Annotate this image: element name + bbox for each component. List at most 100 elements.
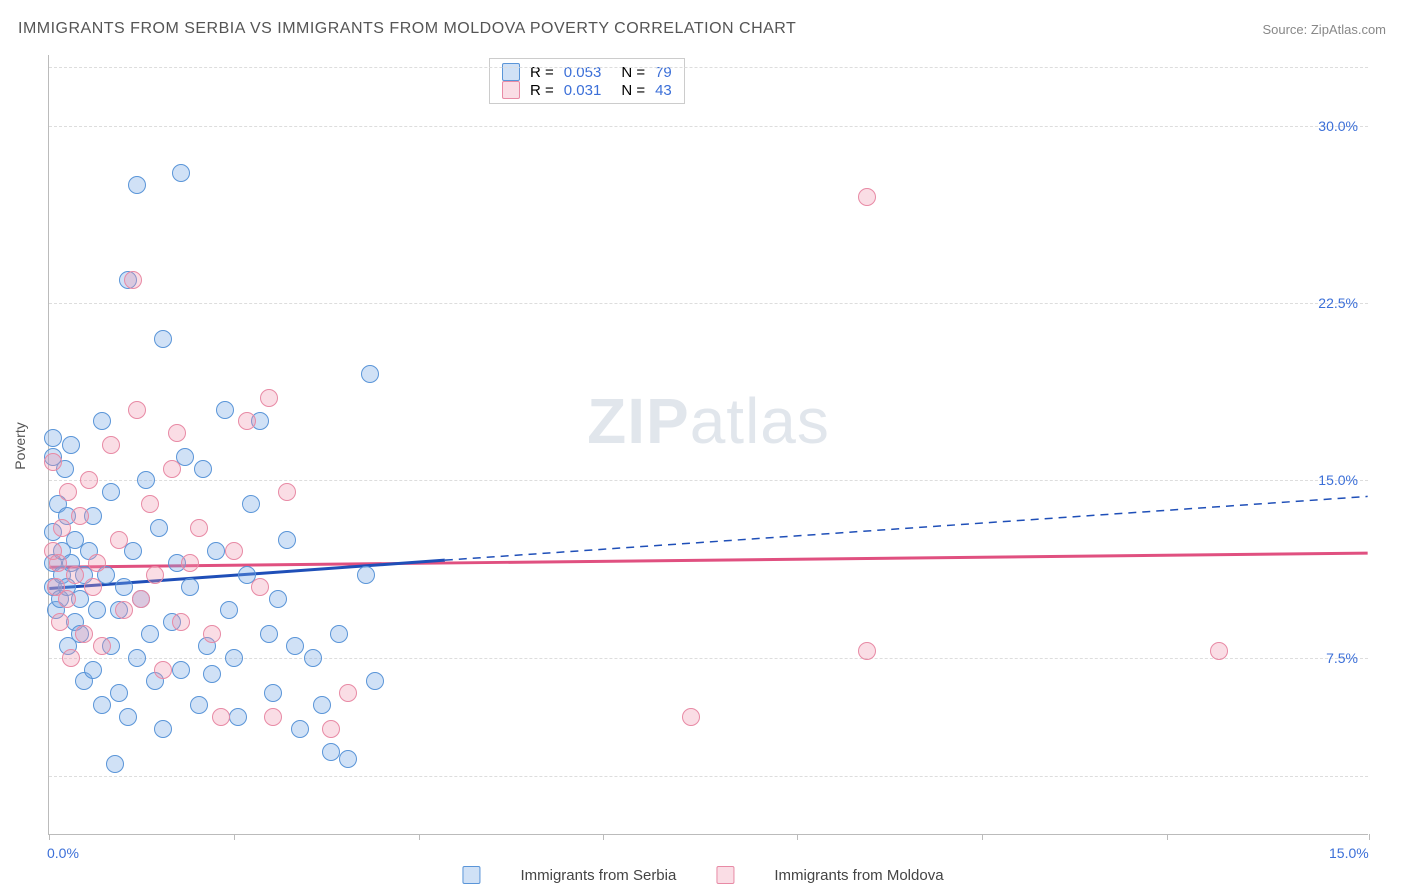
data-point [106,755,124,773]
data-point [172,661,190,679]
x-tick-label: 0.0% [47,845,79,861]
data-point [858,642,876,660]
legend-row-moldova: R = 0.031 N = 43 [502,81,672,99]
data-point [53,519,71,537]
data-point [278,483,296,501]
data-point [154,330,172,348]
x-tick-label: 15.0% [1329,845,1369,861]
data-point [858,188,876,206]
data-point [357,566,375,584]
n-value-moldova: 43 [655,82,672,99]
correlation-legend: R = 0.053 N = 79 R = 0.031 N = 43 [489,58,685,104]
data-point [339,684,357,702]
swatch-moldova-icon [502,81,520,99]
data-point [110,684,128,702]
series-legend: Immigrants from Serbia Immigrants from M… [462,866,943,884]
data-point [75,625,93,643]
data-point [212,708,230,726]
data-point [242,495,260,513]
data-point [260,625,278,643]
data-point [110,531,128,549]
gridline [49,67,1368,68]
gridline [49,776,1368,777]
gridline [49,658,1368,659]
data-point [137,471,155,489]
r-value-moldova: 0.031 [564,82,602,99]
data-point [682,708,700,726]
data-point [44,429,62,447]
y-tick-label: 15.0% [1318,472,1358,488]
data-point [238,412,256,430]
swatch-serbia-icon [502,63,520,81]
data-point [141,495,159,513]
data-point [304,649,322,667]
data-point [93,637,111,655]
data-point [278,531,296,549]
data-point [168,424,186,442]
source-label: Source: ZipAtlas.com [1262,22,1386,37]
data-point [44,453,62,471]
data-point [84,661,102,679]
data-point [66,566,84,584]
page-title: IMMIGRANTS FROM SERBIA VS IMMIGRANTS FRO… [18,20,796,38]
data-point [1210,642,1228,660]
data-point [115,578,133,596]
data-point [225,649,243,667]
data-point [119,708,137,726]
data-point [322,720,340,738]
gridline [49,126,1368,127]
legend-row-serbia: R = 0.053 N = 79 [502,63,672,81]
x-tick [419,834,420,840]
data-point [181,578,199,596]
data-point [150,519,168,537]
data-point [59,483,77,501]
x-tick [1369,834,1370,840]
data-point [163,460,181,478]
data-point [141,625,159,643]
data-point [190,519,208,537]
data-point [154,720,172,738]
data-point [322,743,340,761]
data-point [260,389,278,407]
data-point [102,483,120,501]
x-tick [603,834,604,840]
data-point [132,590,150,608]
data-point [181,554,199,572]
data-point [264,684,282,702]
data-point [330,625,348,643]
data-point [49,554,67,572]
data-point [51,613,69,631]
n-label: N = [621,82,645,99]
x-tick [49,834,50,840]
y-tick-label: 7.5% [1326,650,1358,666]
data-point [313,696,331,714]
data-point [146,566,164,584]
data-point [93,696,111,714]
data-point [203,665,221,683]
x-tick [1167,834,1168,840]
data-point [172,613,190,631]
gridline [49,480,1368,481]
data-point [71,507,89,525]
swatch-moldova-icon [716,866,734,884]
legend-label-moldova: Immigrants from Moldova [774,867,943,884]
data-point [194,460,212,478]
y-tick-label: 30.0% [1318,118,1358,134]
watermark: ZIPatlas [587,384,830,458]
data-point [115,601,133,619]
data-point [128,176,146,194]
data-point [62,649,80,667]
data-point [154,661,172,679]
data-point [128,649,146,667]
data-point [366,672,384,690]
data-point [229,708,247,726]
data-point [124,271,142,289]
legend-label-serbia: Immigrants from Serbia [520,867,676,884]
data-point [286,637,304,655]
x-tick [797,834,798,840]
data-point [128,401,146,419]
x-tick [982,834,983,840]
data-point [190,696,208,714]
data-point [62,436,80,454]
r-label: R = [530,82,554,99]
